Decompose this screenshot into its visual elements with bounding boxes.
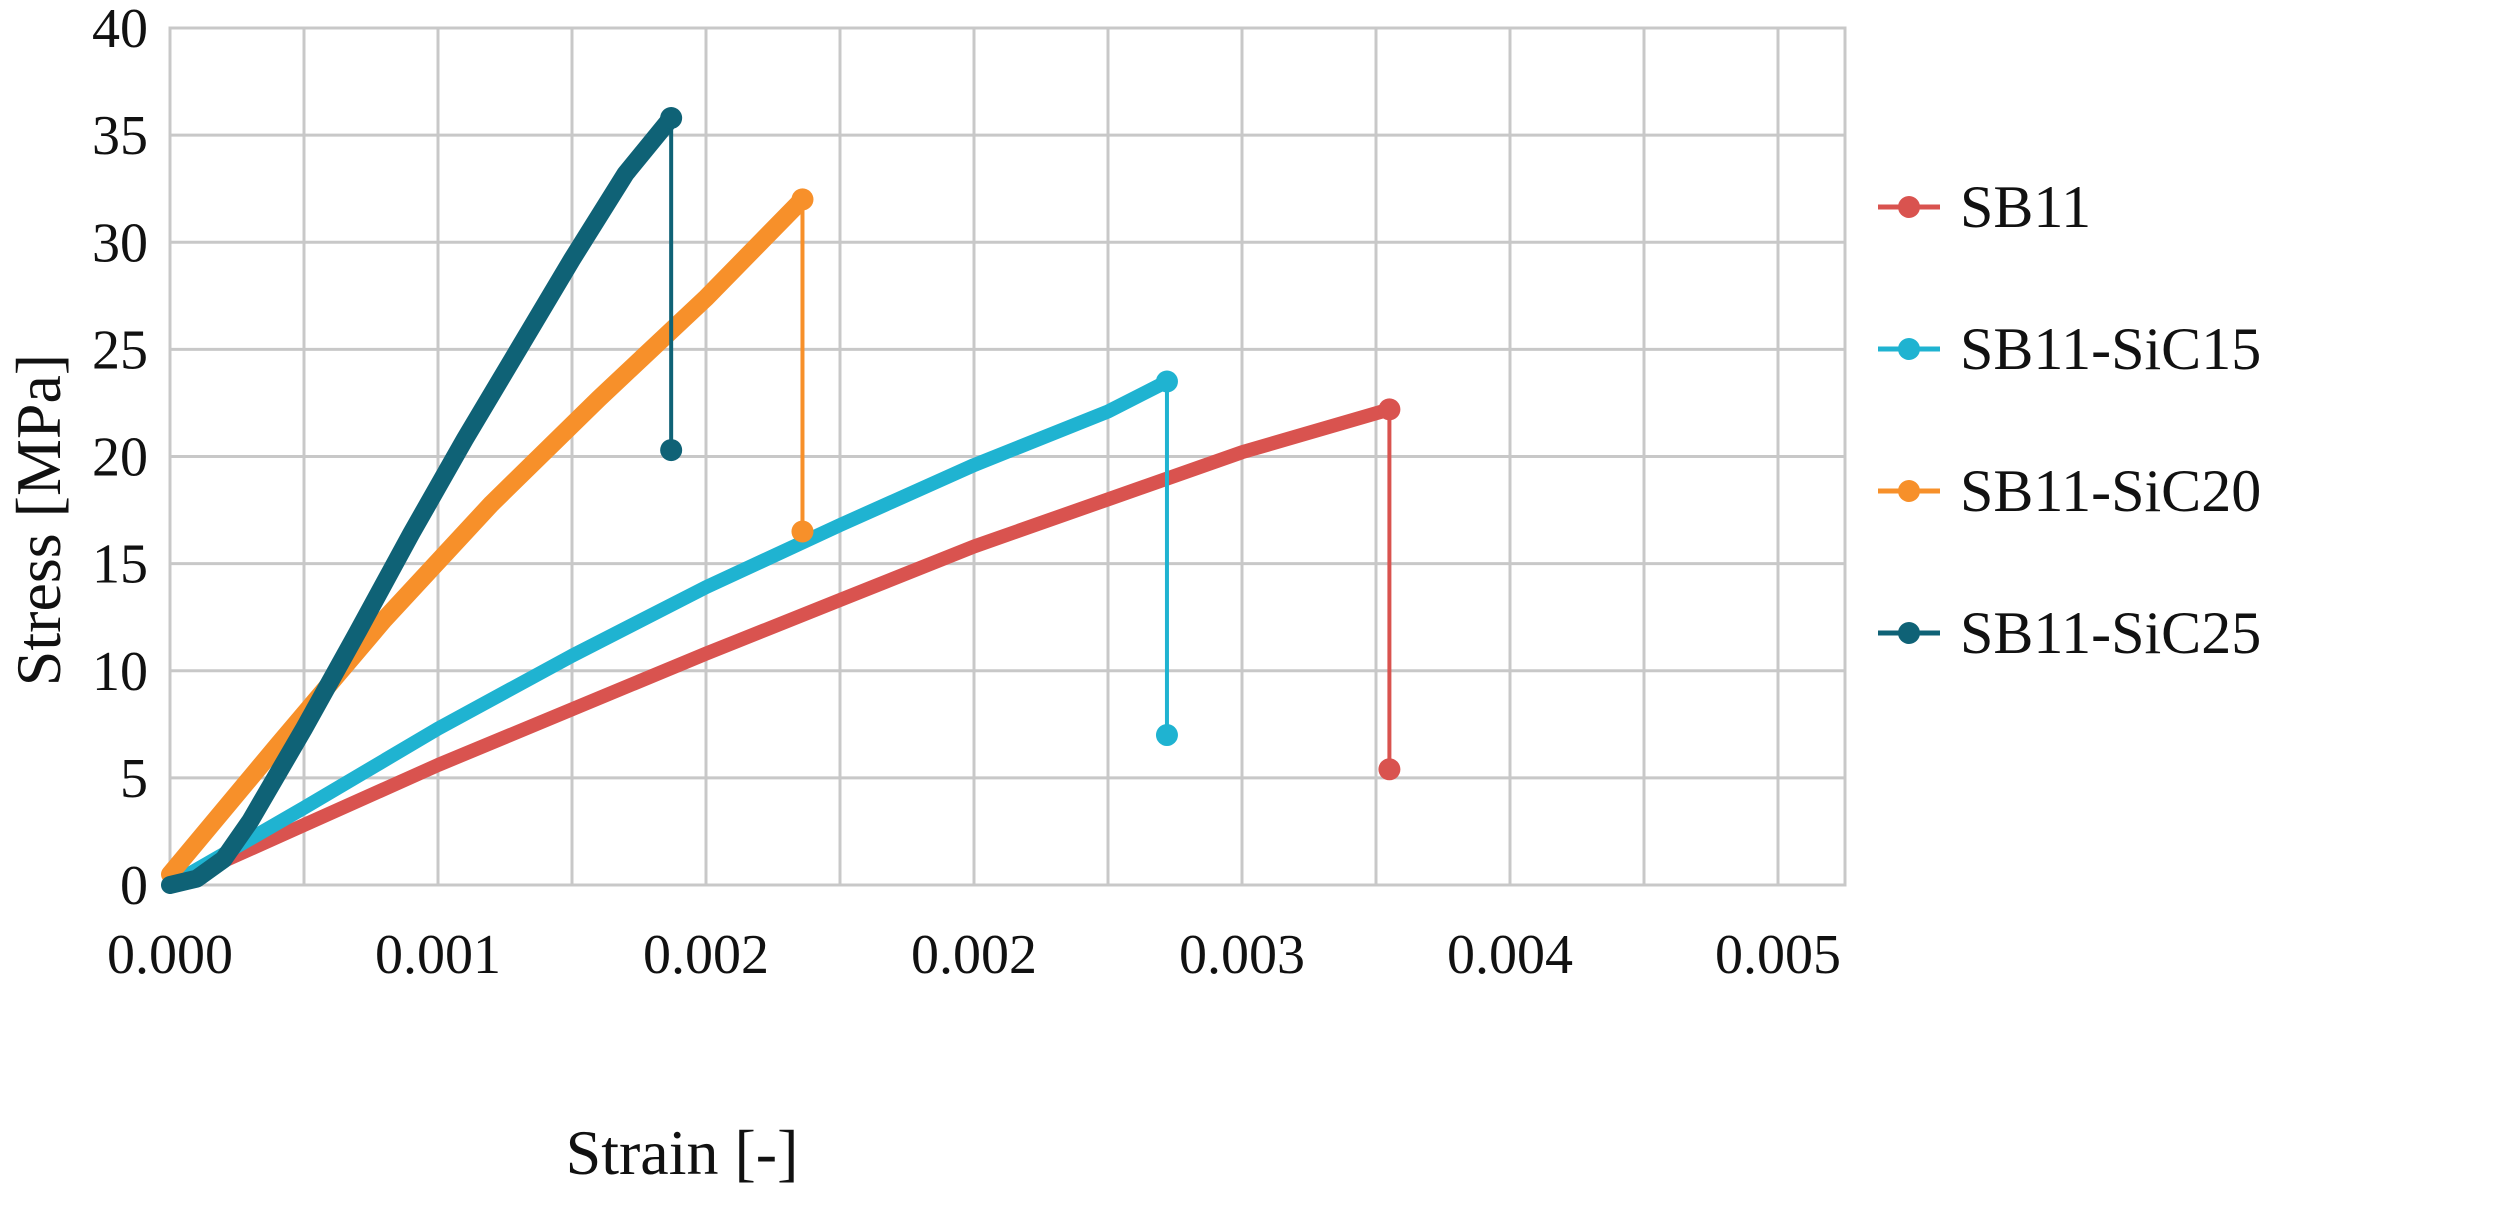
legend-swatch-marker <box>1898 338 1920 360</box>
series-peak-point <box>1378 398 1401 421</box>
x-tick-label: 0.002 <box>643 924 769 986</box>
x-tick-label: 0.001 <box>375 924 501 986</box>
series-line-sb11-sic20 <box>161 190 812 884</box>
series-line-sb11-sic15 <box>163 374 1174 892</box>
x-tick-label: 0.000 <box>107 924 233 986</box>
plot-frame <box>168 26 1847 887</box>
series-peak-point <box>1155 370 1178 393</box>
series-end-point <box>1378 758 1401 781</box>
series-line-sb11-sic25 <box>161 108 681 894</box>
y-tick-label: 20 <box>92 427 148 489</box>
x-tick-labels: 0.000 0.001 0.002 0.002 0.003 0.004 0.005 <box>107 924 1841 986</box>
legend-swatch-marker <box>1898 196 1920 218</box>
legend-label: SB11-SiC25 <box>1960 600 2261 666</box>
series-group <box>161 106 1401 894</box>
legend-label: SB11-SiC15 <box>1960 316 2261 382</box>
legend-swatch-marker <box>1898 480 1920 502</box>
series-end-point <box>660 439 683 462</box>
y-tick-label: 5 <box>120 748 148 810</box>
legend: SB11 SB11-SiC15 SB11-SiC20 SB11-SiC25 <box>1878 174 2261 666</box>
x-axis-title: Strain [-] <box>566 1117 799 1188</box>
y-tick-label: 40 <box>92 0 148 60</box>
series-end-point <box>791 520 814 543</box>
y-tick-label: 15 <box>92 534 148 596</box>
x-tick-label: 0.002 <box>911 924 1037 986</box>
legend-label: SB11-SiC20 <box>1960 458 2261 524</box>
y-tick-label: 30 <box>92 212 148 274</box>
y-tick-label: 35 <box>92 105 148 167</box>
y-tick-label: 25 <box>92 319 148 381</box>
x-tick-label: 0.003 <box>1179 924 1305 986</box>
series-peak-point <box>791 188 814 211</box>
legend-label: SB11 <box>1960 174 2091 240</box>
y-tick-label: 0 <box>120 855 148 917</box>
y-tick-label: 10 <box>92 641 148 703</box>
series-end-point <box>1155 724 1178 747</box>
y-axis-title: Stress [MPa] <box>3 354 74 686</box>
series-peak-point <box>660 106 683 129</box>
series-line-sb11 <box>163 402 1397 892</box>
y-tick-labels: 0 5 10 15 20 25 30 35 40 <box>92 0 148 917</box>
legend-swatch-marker <box>1898 622 1920 644</box>
x-tick-label: 0.005 <box>1715 924 1841 986</box>
x-tick-label: 0.004 <box>1447 924 1573 986</box>
